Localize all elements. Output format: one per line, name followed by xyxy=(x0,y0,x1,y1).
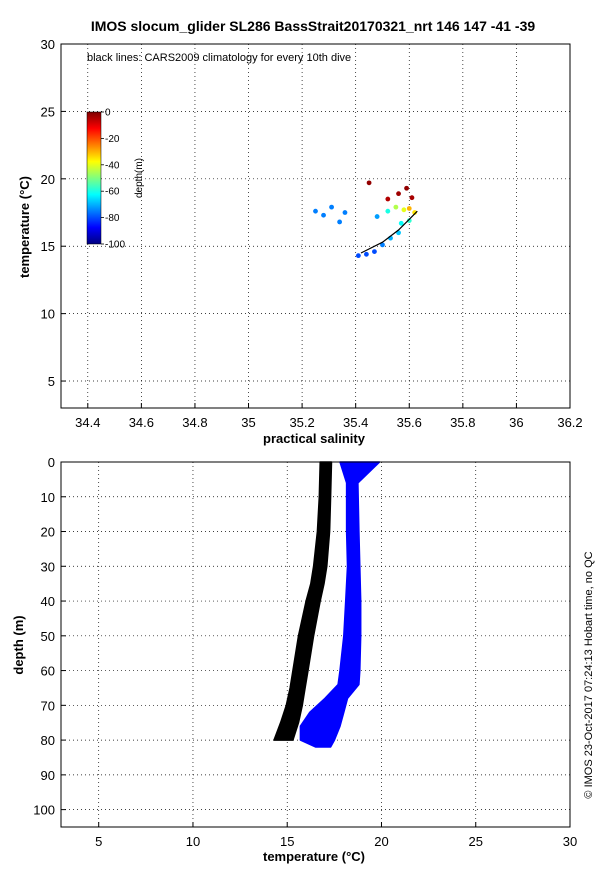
ts-data-point xyxy=(380,242,385,248)
ts-y-tick-label: 15 xyxy=(41,239,55,254)
ts-data-point xyxy=(355,253,361,259)
ts-x-tick-label: 35.8 xyxy=(450,415,475,430)
ts-data-point xyxy=(406,218,412,224)
ts-data-point xyxy=(401,207,407,213)
colorbar-tick-label: -100 xyxy=(105,240,125,251)
profile-data xyxy=(273,461,381,748)
ts-x-tick-label: 35.2 xyxy=(289,415,314,430)
ts-tick-labels: 34.4 34.6 34.8 35 35.2 35.4 35.6 35.8 36 36.2 5 10 1… xyxy=(41,37,583,430)
ts-y-tick-label: 5 xyxy=(48,374,55,389)
ts-y-tick-label: 30 xyxy=(41,37,55,52)
ts-data-point xyxy=(404,185,409,191)
profile-y-tick-label: 80 xyxy=(41,733,55,748)
depth-profile: 5 10 15 20 25 30 0 10 20 30 40 50 60 70 80 90 100 temper… xyxy=(11,455,577,864)
profile-y-tick-label: 40 xyxy=(41,594,55,609)
ts-data-point xyxy=(366,180,372,186)
ts-data-point xyxy=(329,204,334,210)
ts-climatology-lines xyxy=(360,210,418,254)
ts-data-point xyxy=(412,210,418,215)
ts-data-point xyxy=(374,214,380,219)
ts-data-point xyxy=(385,208,391,214)
profile-y-tick-label: 10 xyxy=(41,490,55,505)
ts-y-axis-label: temperature (°C) xyxy=(17,176,32,278)
ts-data-point xyxy=(396,191,401,197)
profile-tick-labels: 5 10 15 20 25 30 0 10 20 30 40 50 60 70 80 90 100 xyxy=(33,455,577,849)
profile-y-axis-label: depth (m) xyxy=(11,615,26,674)
ts-x-tick-label: 34.6 xyxy=(129,415,154,430)
ts-x-axis-label: practical salinity xyxy=(263,431,366,446)
glider-temperature-band xyxy=(299,461,381,748)
ts-data-point xyxy=(313,208,318,214)
depth-colorbar: 0 -20 -40 -60 -80 -100 depth(m) xyxy=(86,108,145,251)
colorbar-tick-label: -60 xyxy=(105,187,120,198)
colorbar-label: depth(m) xyxy=(134,158,145,198)
ts-y-tick-label: 25 xyxy=(41,104,55,119)
ts-data-point xyxy=(409,195,415,201)
profile-y-tick-label: 70 xyxy=(41,698,55,713)
ts-data-points xyxy=(313,180,418,259)
ts-x-tick-label: 35 xyxy=(241,415,255,430)
profile-y-tick-label: 100 xyxy=(33,803,55,818)
ts-data-point xyxy=(385,196,391,202)
profile-y-tick-label: 0 xyxy=(48,455,55,470)
colorbar-tick-label: 0 xyxy=(105,108,111,119)
colorbar-tick-label: -20 xyxy=(105,134,120,145)
ts-data-point xyxy=(337,219,343,225)
profile-x-tick-label: 30 xyxy=(563,834,577,849)
colorbar-gradient xyxy=(86,111,102,245)
ts-data-point xyxy=(372,249,377,255)
profile-y-tick-label: 30 xyxy=(41,559,55,574)
ts-data-point xyxy=(321,212,326,218)
ts-data-point xyxy=(364,251,369,257)
profile-y-tick-label: 50 xyxy=(41,629,55,644)
ts-y-tick-label: 10 xyxy=(41,307,55,322)
profile-x-tick-label: 5 xyxy=(95,834,102,849)
ts-diagram: 34.4 34.6 34.8 35 35.2 35.4 35.6 35.8 36 36.2 5 10 1… xyxy=(17,37,583,446)
climatology-band xyxy=(273,461,333,741)
profile-x-tick-label: 15 xyxy=(280,834,294,849)
ts-x-tick-label: 36.2 xyxy=(557,415,582,430)
profile-x-tick-label: 10 xyxy=(186,834,200,849)
colorbar-tick-label: -40 xyxy=(105,160,120,171)
ts-x-tick-label: 34.8 xyxy=(182,415,207,430)
ts-plot-frame xyxy=(60,43,571,409)
ts-y-tick-label: 20 xyxy=(41,172,55,187)
ts-data-point xyxy=(342,210,348,215)
profile-y-tick-label: 90 xyxy=(41,768,55,783)
profile-y-tick-label: 20 xyxy=(41,525,55,540)
ts-x-tick-label: 36 xyxy=(509,415,523,430)
chart-title: IMOS slocum_glider SL286 BassStrait20170… xyxy=(91,18,536,34)
profile-x-tick-label: 20 xyxy=(374,834,388,849)
profile-x-tick-label: 25 xyxy=(469,834,483,849)
ts-x-tick-label: 35.6 xyxy=(397,415,422,430)
copyright-side-text: © IMOS 23-Oct-2017 07:24:13 Hobart time,… xyxy=(583,551,595,798)
ts-data-point xyxy=(398,220,404,226)
ts-data-point xyxy=(406,206,412,211)
ts-data-point xyxy=(393,204,399,210)
ts-x-tick-label: 34.4 xyxy=(75,415,100,430)
ts-x-tick-label: 35.4 xyxy=(343,415,368,430)
ts-climatology-line xyxy=(360,210,418,254)
climatology-annotation: black lines: CARS2009 climatology for ev… xyxy=(87,52,351,64)
profile-x-axis-label: temperature (°C) xyxy=(263,849,365,864)
colorbar-ticks: 0 -20 -40 -60 -80 -100 xyxy=(101,108,125,251)
profile-y-tick-label: 60 xyxy=(41,664,55,679)
colorbar-tick-label: -80 xyxy=(105,213,120,224)
profile-plot-background xyxy=(61,462,570,827)
profile-plot-frame xyxy=(60,461,571,828)
ts-plot-background xyxy=(61,44,570,408)
